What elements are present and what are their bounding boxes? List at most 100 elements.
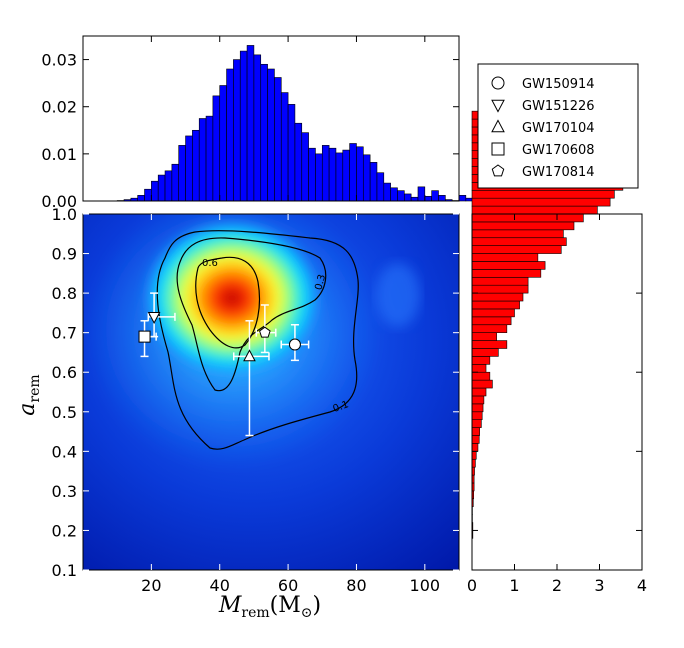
right-bar xyxy=(471,379,493,389)
right-bar xyxy=(471,221,575,231)
top-bar xyxy=(438,195,446,202)
top-bar xyxy=(308,147,316,202)
right-bar xyxy=(471,356,491,365)
top-y-tick-label: 0.00 xyxy=(41,192,77,211)
main-y-tick-label: 0.9 xyxy=(52,245,77,264)
event-marker xyxy=(288,338,301,351)
density-map-frame xyxy=(82,213,460,571)
legend-entry-GW150914: GW150914 xyxy=(491,76,595,92)
top-bar xyxy=(369,162,378,202)
right-bar xyxy=(471,316,512,326)
right-bar xyxy=(471,237,567,246)
top-bar xyxy=(417,186,426,202)
right-bar xyxy=(471,253,539,262)
top-y-tick-label: 0.03 xyxy=(41,51,77,70)
top-bar xyxy=(465,197,473,202)
top-histogram-y-ticks: 0.00 0.01 0.02 0.03 xyxy=(41,36,459,211)
event-GW170608 xyxy=(138,320,157,358)
top-y-tick-label: 0.02 xyxy=(41,98,77,117)
top-bar xyxy=(410,196,419,202)
top-bar xyxy=(321,145,330,202)
top-bar xyxy=(397,190,405,202)
top-bar xyxy=(260,63,268,202)
legend-marker xyxy=(491,142,505,156)
x-axis-label: Mrem(M⊙) xyxy=(218,593,321,621)
right-x-tick-label: 1 xyxy=(509,576,519,595)
right-bar xyxy=(471,332,497,341)
main-x-ticks: 20 40 60 80 100 xyxy=(141,214,440,595)
main-x-tick-label: 60 xyxy=(278,576,298,595)
legend-entry-GW170814: GW170814 xyxy=(491,164,595,180)
top-bar xyxy=(226,68,234,202)
main-x-tick-label: 100 xyxy=(410,576,441,595)
top-bar xyxy=(404,193,412,202)
top-bar xyxy=(267,68,275,202)
right-x-tick-label: 2 xyxy=(552,576,562,595)
legend-marker xyxy=(491,119,505,133)
top-histogram: 0.00 0.01 0.02 0.03 xyxy=(41,35,494,211)
right-x-tick-label: 3 xyxy=(594,576,604,595)
top-bar xyxy=(315,153,323,202)
top-bar xyxy=(424,195,432,202)
legend-label: GW150914 xyxy=(522,77,595,92)
right-bar xyxy=(471,371,491,381)
top-bar xyxy=(212,95,221,202)
top-bar xyxy=(144,188,152,202)
legend-label: GW151226 xyxy=(522,99,595,114)
right-bar xyxy=(471,364,487,373)
top-bar xyxy=(362,154,371,202)
event-marker xyxy=(259,326,271,338)
right-bar xyxy=(471,324,508,333)
main-y-ticks: 0.1 0.2 0.3 0.4 0.5 0.6 0.7 0.8 0.9 1.0 xyxy=(52,205,459,580)
top-bar xyxy=(383,182,391,202)
right-bar xyxy=(471,419,482,428)
right-bar xyxy=(471,395,485,405)
event-marker xyxy=(138,330,151,343)
right-x-tick-label: 4 xyxy=(637,576,647,595)
top-bar xyxy=(151,180,159,202)
density-map: 0.6 0.3 0.1 20 40 60 80 100 0.10.20.30.40.50… xyxy=(15,205,460,621)
top-bar xyxy=(137,195,145,202)
top-bar xyxy=(335,152,344,202)
legend-frame xyxy=(477,63,639,189)
right-bar xyxy=(471,245,562,254)
right-bar xyxy=(471,197,611,207)
top-y-tick-label: 0.01 xyxy=(41,145,77,164)
right-bar xyxy=(471,269,542,278)
right-bar xyxy=(471,403,484,413)
main-y-tick-label: 0.5 xyxy=(52,403,77,422)
right-bar xyxy=(471,451,477,460)
density-faint-blob xyxy=(376,263,420,327)
top-bar xyxy=(246,45,255,202)
top-histogram-frame xyxy=(82,35,460,202)
main-x-tick-label: 40 xyxy=(210,576,230,595)
density-core xyxy=(144,220,320,376)
right-bar xyxy=(471,189,615,199)
top-bar xyxy=(198,118,207,202)
right-bar xyxy=(471,261,546,270)
contour-0.1 xyxy=(156,230,359,450)
top-bar xyxy=(342,149,350,202)
top-bar xyxy=(171,163,180,202)
event-markers xyxy=(138,292,310,437)
right-x-tick-label: 0 xyxy=(467,576,477,595)
contour-label-0.6: 0.6 xyxy=(202,258,218,269)
contour-label-0.1: 0.1 xyxy=(332,399,351,415)
right-bar xyxy=(471,205,598,215)
event-GW170814 xyxy=(255,304,277,354)
main-y-tick-label: 0.7 xyxy=(52,324,77,343)
event-GW150914 xyxy=(280,324,310,362)
event-marker xyxy=(243,349,256,362)
main-y-tick-label: 0.2 xyxy=(52,521,77,540)
event-GW170104 xyxy=(232,320,270,437)
top-bar xyxy=(301,132,309,202)
top-bar xyxy=(219,85,227,202)
right-bar xyxy=(471,229,564,239)
top-bar xyxy=(349,143,357,202)
right-bar xyxy=(471,435,480,444)
top-bar xyxy=(192,129,200,202)
top-bar xyxy=(178,145,186,202)
main-x-tick-label: 20 xyxy=(141,576,161,595)
top-bar xyxy=(239,50,248,202)
